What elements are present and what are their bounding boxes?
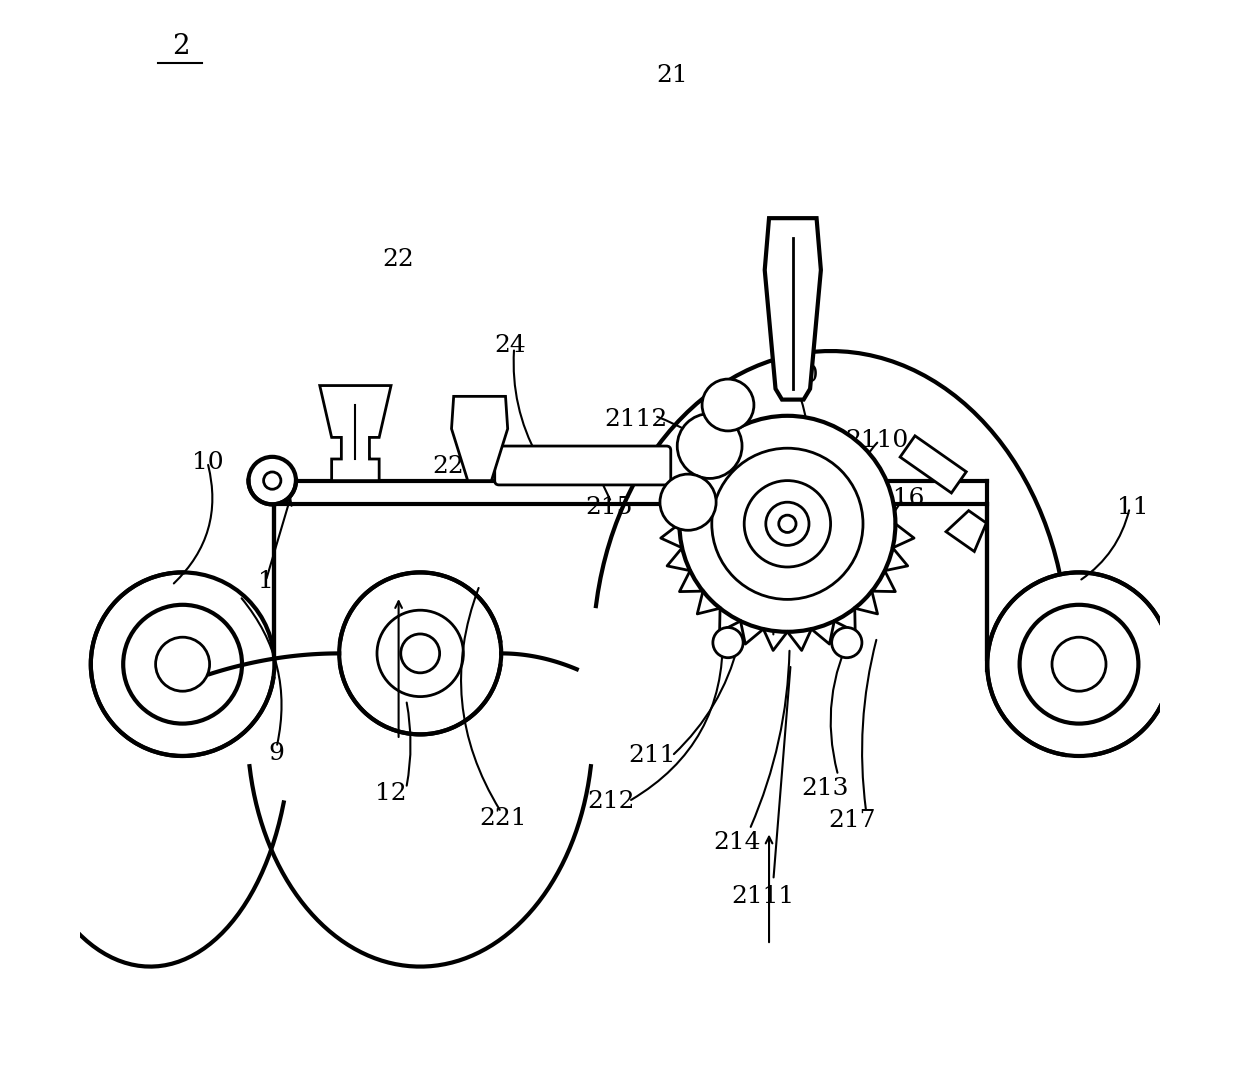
Polygon shape [900, 436, 966, 492]
Circle shape [744, 481, 831, 567]
Circle shape [712, 448, 863, 599]
Text: 216: 216 [877, 487, 925, 511]
Circle shape [264, 472, 281, 489]
Text: 211: 211 [629, 744, 676, 768]
Text: 21: 21 [656, 64, 688, 87]
Circle shape [340, 572, 501, 734]
Text: 12: 12 [376, 782, 407, 806]
Text: 2111: 2111 [732, 885, 794, 908]
Text: 217: 217 [828, 809, 875, 833]
Circle shape [155, 637, 210, 691]
Circle shape [779, 515, 796, 532]
Text: 214: 214 [713, 831, 760, 854]
Circle shape [713, 627, 743, 658]
Circle shape [766, 502, 808, 545]
Polygon shape [320, 386, 391, 481]
Text: 215: 215 [585, 496, 632, 519]
Circle shape [377, 610, 464, 697]
Circle shape [1019, 605, 1138, 724]
Text: 11: 11 [1117, 496, 1148, 519]
Text: 24: 24 [494, 334, 526, 357]
Text: 210: 210 [771, 364, 818, 388]
Text: 9: 9 [269, 742, 284, 766]
Circle shape [702, 379, 754, 431]
Text: 220: 220 [432, 455, 480, 478]
Text: 2112: 2112 [605, 407, 668, 431]
Circle shape [832, 627, 862, 658]
Text: 221: 221 [480, 807, 527, 831]
Text: 10: 10 [192, 450, 223, 474]
Circle shape [660, 474, 717, 530]
Text: 22: 22 [383, 247, 414, 271]
Text: 2110: 2110 [846, 429, 909, 453]
Circle shape [987, 572, 1171, 756]
Polygon shape [765, 218, 821, 400]
Circle shape [91, 572, 274, 756]
Circle shape [677, 414, 742, 478]
Circle shape [401, 634, 440, 673]
Text: 1: 1 [258, 569, 274, 593]
Text: 2: 2 [171, 32, 190, 59]
Circle shape [1052, 637, 1106, 691]
Circle shape [123, 605, 242, 724]
Circle shape [680, 416, 895, 632]
Polygon shape [946, 511, 986, 552]
Circle shape [248, 457, 296, 504]
Text: 23: 23 [342, 455, 374, 478]
Text: 213: 213 [801, 777, 849, 800]
FancyBboxPatch shape [495, 446, 671, 485]
Polygon shape [451, 396, 507, 481]
Text: 212: 212 [588, 789, 635, 813]
